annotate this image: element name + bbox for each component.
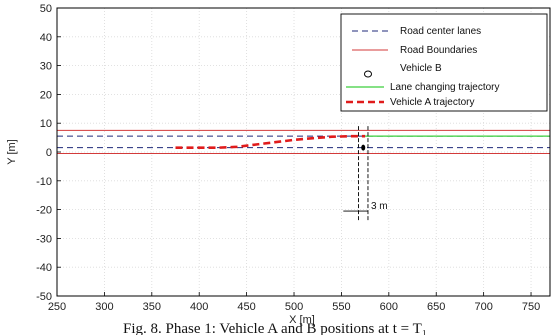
axis-ticks: 250 300 350 400 450 500 550 600 650 700 750 50 40 30 2…	[36, 3, 540, 313]
vehicle-a-trajectory-line	[175, 134, 366, 149]
legend: Road center lanes Road Boundaries Vehicle …	[340, 13, 548, 112]
annotation-label: 3 m	[371, 201, 388, 212]
y-tick-label: -20	[36, 205, 52, 217]
y-tick-label: 0	[46, 147, 52, 159]
legend-entry-label: Lane changing trajectory	[390, 82, 500, 93]
x-tick-label: 500	[285, 301, 303, 313]
x-tick-label: 750	[522, 301, 540, 313]
x-tick-label: 650	[427, 301, 445, 313]
y-tick-label: -50	[36, 291, 52, 303]
annotation: 3 m	[343, 126, 388, 222]
x-tick-label: 350	[143, 301, 161, 313]
legend-entry-label: Vehicle A trajectory	[390, 97, 475, 108]
plot-frame	[56, 7, 551, 297]
y-tick-label: 20	[40, 89, 52, 101]
y-tick-label: -10	[36, 176, 52, 188]
vehicle-b-marker	[361, 144, 366, 151]
y-tick-label: -30	[36, 233, 52, 245]
x-tick-label: 450	[237, 301, 255, 313]
y-axis-label: Y [m]	[6, 139, 18, 164]
legend-entry-label: Vehicle B	[400, 63, 442, 74]
y-tick-label: 10	[40, 118, 52, 130]
x-tick-label: 700	[474, 301, 492, 313]
legend-entry-label: Road Boundaries	[400, 45, 477, 56]
x-tick-label: 550	[332, 301, 350, 313]
x-tick-label: 300	[95, 301, 113, 313]
y-tick-label: -40	[36, 262, 52, 274]
legend-swatch-vehicle-b	[364, 70, 372, 78]
x-tick-label: 400	[190, 301, 208, 313]
x-axis-label: X [m]	[289, 314, 315, 326]
y-tick-label: 50	[40, 3, 52, 15]
y-tick-label: 40	[40, 32, 52, 44]
x-tick-label: 600	[380, 301, 398, 313]
x-tick-label: 250	[48, 301, 66, 313]
y-tick-label: 30	[40, 61, 52, 73]
legend-entry-label: Road center lanes	[400, 26, 481, 37]
legend-box	[340, 13, 548, 112]
series-lines	[57, 129, 550, 154]
figure-caption: Fig. 8. Phase 1: Vehicle A and B positio…	[123, 321, 427, 335]
